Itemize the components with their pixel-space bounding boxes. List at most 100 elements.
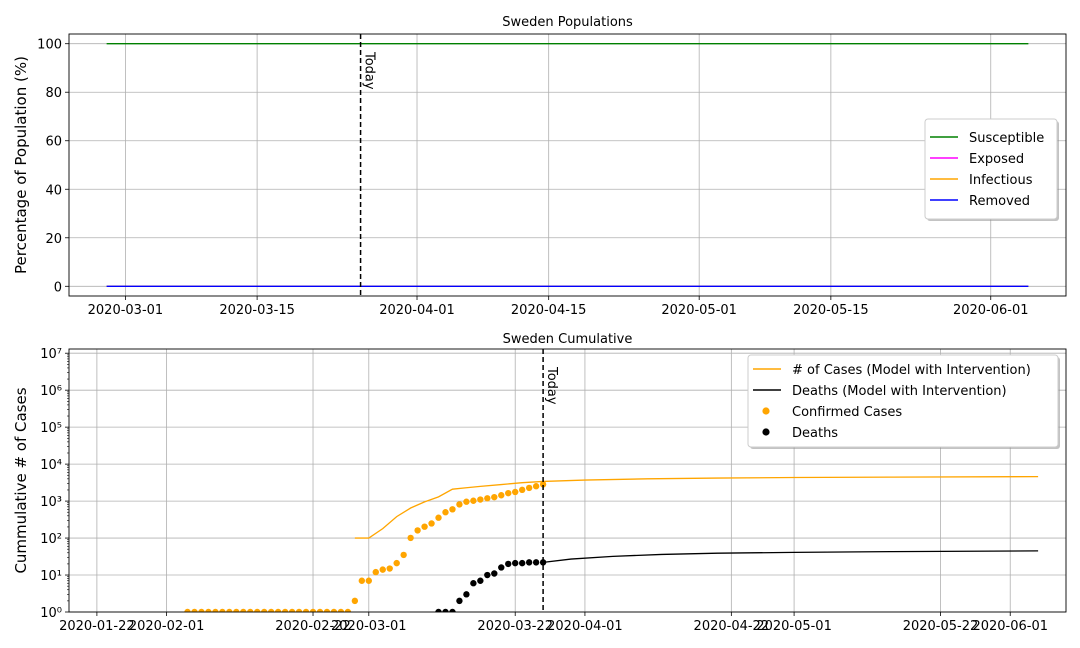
today-label: Today bbox=[544, 366, 559, 405]
series-line-0 bbox=[354, 475, 1039, 539]
data-point-cases bbox=[274, 608, 282, 612]
y-tick-label: 10³ bbox=[40, 495, 62, 510]
data-point-deaths bbox=[512, 559, 519, 567]
x-tick-label: 2020-06-01 bbox=[972, 619, 1048, 634]
y-tick-label: 10⁴ bbox=[40, 458, 62, 473]
data-point-cases bbox=[184, 608, 191, 612]
data-point-cases bbox=[463, 498, 470, 505]
data-point-cases bbox=[456, 501, 463, 508]
data-point-deaths bbox=[518, 559, 526, 567]
legend-label: Susceptible bbox=[969, 131, 1044, 146]
data-point-cases bbox=[226, 608, 233, 612]
y-tick-label: 10¹ bbox=[40, 569, 62, 584]
data-point-deaths bbox=[442, 608, 449, 612]
data-point-cases bbox=[484, 495, 491, 502]
data-point-deaths bbox=[449, 608, 456, 612]
data-point-cases bbox=[512, 488, 519, 496]
data-point-cases bbox=[498, 492, 505, 499]
y-tick-label: 20 bbox=[45, 232, 62, 247]
x-tick-label: 2020-05-22 bbox=[903, 619, 979, 634]
data-point-cases bbox=[518, 486, 526, 494]
legend: # of Cases (Model with Intervention) Deat… bbox=[747, 354, 1060, 449]
data-point-cases bbox=[288, 608, 296, 612]
today-label: Today bbox=[362, 51, 377, 90]
data-point-cases bbox=[379, 566, 386, 573]
data-point-cases bbox=[477, 496, 484, 503]
legend-label: # of Cases (Model with Intervention) bbox=[792, 363, 1031, 378]
y-tick-label: 10² bbox=[40, 532, 62, 547]
data-point-deaths bbox=[532, 559, 540, 566]
data-point-cases bbox=[491, 493, 498, 501]
data-point-cases bbox=[191, 608, 198, 612]
data-point-cases bbox=[323, 608, 331, 612]
legend-label: Removed bbox=[969, 194, 1030, 209]
data-point-deaths bbox=[498, 564, 505, 571]
data-point-cases bbox=[470, 497, 477, 504]
data-point-cases bbox=[344, 608, 352, 612]
y-tick-label: 10⁰ bbox=[40, 606, 62, 621]
legend-label: Deaths (Model with Intervention) bbox=[792, 384, 1007, 399]
data-point-cases bbox=[505, 489, 512, 497]
data-point-cases bbox=[295, 608, 303, 612]
data-point-cases bbox=[316, 608, 324, 612]
data-point-cases bbox=[435, 514, 442, 521]
data-point-cases bbox=[393, 559, 400, 567]
legend-box bbox=[747, 354, 1059, 448]
data-point-cases bbox=[532, 483, 540, 490]
data-point-cases bbox=[407, 534, 414, 542]
data-point-cases bbox=[261, 608, 268, 612]
legend-label: Infectious bbox=[969, 173, 1033, 188]
y-tick-label: 10⁷ bbox=[40, 347, 62, 362]
x-tick-label: 2020-03-01 bbox=[88, 303, 164, 318]
data-point-cases bbox=[240, 608, 247, 612]
data-point-cases bbox=[442, 509, 449, 516]
data-point-deaths bbox=[456, 597, 463, 605]
data-point-deaths bbox=[539, 559, 547, 566]
data-point-cases bbox=[254, 608, 261, 612]
data-point-cases bbox=[309, 608, 317, 612]
data-point-deaths bbox=[470, 580, 477, 587]
legend-label: Deaths bbox=[792, 426, 838, 441]
data-point-cases bbox=[386, 565, 393, 572]
chart-title: Sweden Populations bbox=[502, 15, 633, 30]
plot-area bbox=[184, 475, 1039, 612]
x-tick-label: 2020-06-01 bbox=[953, 303, 1029, 318]
data-point-cases bbox=[449, 506, 456, 513]
data-point-cases bbox=[428, 520, 435, 527]
legend-label: Confirmed Cases bbox=[792, 405, 902, 420]
y-axis-label: Cummulative # of Cases bbox=[12, 387, 30, 573]
y-tick-label: 100 bbox=[37, 38, 62, 53]
data-point-cases bbox=[525, 484, 533, 492]
x-tick-label: 2020-02-22 bbox=[275, 619, 351, 634]
y-tick-label: 60 bbox=[45, 135, 62, 150]
plot-area bbox=[106, 43, 1029, 287]
data-point-cases bbox=[372, 568, 379, 576]
x-tick-label: 2020-04-01 bbox=[547, 619, 623, 634]
data-point-deaths bbox=[463, 591, 470, 598]
data-point-cases bbox=[400, 551, 407, 559]
x-tick-label: 2020-04-15 bbox=[511, 303, 587, 318]
data-point-cases bbox=[198, 608, 205, 612]
y-tick-label: 10⁵ bbox=[40, 421, 62, 436]
x-tick-label: 2020-04-01 bbox=[379, 303, 455, 318]
data-point-cases bbox=[365, 577, 372, 584]
data-point-cases bbox=[267, 608, 275, 612]
data-point-cases bbox=[212, 608, 219, 612]
data-point-cases bbox=[281, 608, 289, 612]
data-point-cases bbox=[539, 481, 547, 488]
x-tick-label: 2020-05-01 bbox=[756, 619, 832, 634]
data-point-cases bbox=[302, 608, 310, 612]
legend-label: Exposed bbox=[969, 152, 1024, 167]
data-point-deaths bbox=[477, 577, 484, 584]
data-point-cases bbox=[233, 608, 240, 612]
data-point-deaths bbox=[435, 608, 442, 612]
x-tick-label: 2020-04-22 bbox=[694, 619, 770, 634]
data-point-cases bbox=[205, 608, 212, 612]
populations-chart: Today 2020-03-01 2020-03-15 2020-04-01 2020-… bbox=[12, 15, 1067, 318]
y-tick-label: 10⁶ bbox=[40, 384, 62, 399]
data-point-cases bbox=[219, 608, 226, 612]
legend: Susceptible Exposed Infectious Removed bbox=[924, 118, 1059, 221]
y-tick-label: 0 bbox=[54, 280, 62, 295]
